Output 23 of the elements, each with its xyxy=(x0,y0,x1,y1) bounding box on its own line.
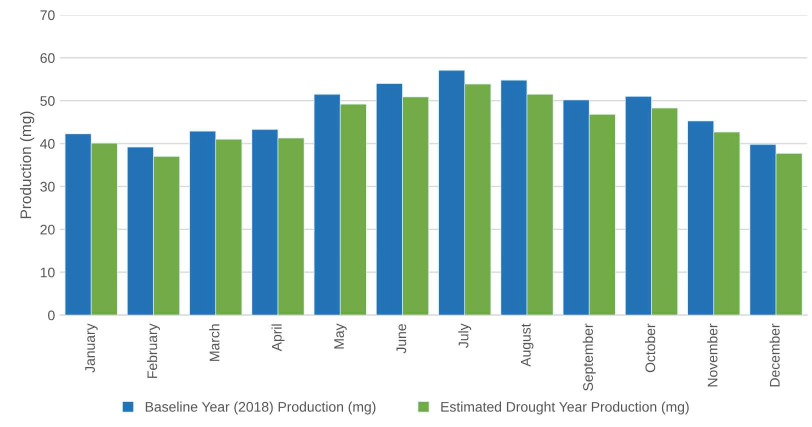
y-tick-label: 70 xyxy=(40,10,55,20)
x-tick-label: January xyxy=(85,323,98,373)
y-tick-label: 30 xyxy=(40,182,55,192)
y-tick-label: 60 xyxy=(40,53,55,63)
y-tick-label: 0 xyxy=(48,310,55,320)
x-tick-label: December xyxy=(770,324,780,386)
x-tick-label: September xyxy=(582,324,596,391)
x-tick-label: July xyxy=(458,323,472,348)
x-tick-label: May xyxy=(334,323,347,349)
y-tick-label: 50 xyxy=(40,96,55,106)
x-tick-label: October xyxy=(645,324,656,372)
y-tick-label: 20 xyxy=(40,224,55,235)
x-tick-label: August xyxy=(521,324,534,367)
x-tick-label: June xyxy=(396,324,406,354)
y-tick-label: 40 xyxy=(40,138,55,149)
legend-label: Estimated Drought Year Production (mg) xyxy=(441,402,689,414)
y-tick-label: 10 xyxy=(40,268,55,278)
x-tick-label: November xyxy=(707,324,718,386)
x-tick-label: April xyxy=(272,324,284,352)
x-tick-label: February xyxy=(146,323,160,378)
y-axis-title: Production (mg) xyxy=(20,112,34,218)
x-tick-label: March xyxy=(209,324,220,361)
legend-label: Baseline Year (2018) Production (mg) xyxy=(146,402,376,414)
